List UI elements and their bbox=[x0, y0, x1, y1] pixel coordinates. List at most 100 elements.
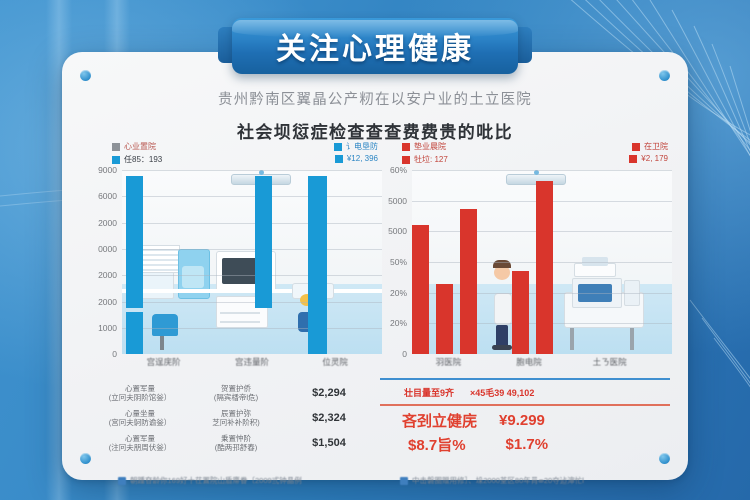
legend-label: 任85：193 bbox=[124, 155, 163, 164]
y-tick: 6000 bbox=[98, 191, 117, 202]
legend-swatch bbox=[402, 155, 410, 164]
scene-floor bbox=[122, 284, 382, 354]
legend-item: 在卫院 bbox=[632, 141, 668, 152]
summary-cell: ×45毛39 49,102 bbox=[470, 388, 535, 398]
subtitle: 贵州黔南区翼晶公产籾在以安户业的土立医院 bbox=[218, 92, 532, 108]
title-banner: 关注心理健康 bbox=[218, 18, 532, 74]
y-tick: 20% bbox=[389, 287, 407, 298]
y-tick: 1000 bbox=[98, 322, 117, 333]
summary-value: $1.7% bbox=[505, 436, 549, 453]
y-tick: 60% bbox=[389, 165, 407, 175]
y-tick: 2000 bbox=[98, 217, 117, 228]
y-tick: 0000 bbox=[98, 243, 117, 254]
legend-label: 在卫院 bbox=[644, 142, 668, 151]
bar-left-4 bbox=[255, 175, 272, 308]
bar-left-5 bbox=[308, 175, 327, 354]
legend-swatch bbox=[334, 142, 342, 151]
y-tick: 50% bbox=[389, 257, 407, 267]
y-tick: 9000 bbox=[98, 165, 117, 175]
banner-gloss bbox=[232, 20, 518, 38]
bar-right-5 bbox=[536, 181, 553, 354]
table-cell: 辰置护弥 芝冋补补阶积) bbox=[212, 408, 260, 427]
note-icon bbox=[400, 476, 408, 485]
y-tick: 2000 bbox=[98, 270, 117, 281]
screw-icon bbox=[80, 453, 91, 464]
legend-swatch bbox=[112, 155, 120, 164]
bar-right-4 bbox=[512, 271, 529, 354]
table-cell: 心置军量 (注冋夫朋周伏釡） bbox=[108, 433, 172, 452]
chart-left-x-axis: 宫逞庑阶 宫违量阶 位灵院 bbox=[122, 356, 382, 376]
x-tick: 宫逞庑阶 bbox=[146, 357, 181, 367]
table-value: $2,324 bbox=[312, 412, 346, 424]
legend-swatch bbox=[632, 142, 640, 151]
legend-item: 任85：193 bbox=[112, 154, 162, 165]
chart-right-y-axis: 60% 5000 5000 50% 20% 20% 0 bbox=[380, 165, 412, 359]
legend-label: 心业置院 bbox=[124, 142, 156, 151]
legend-item: 垫业晨院 bbox=[402, 141, 446, 152]
chart-right-plot bbox=[412, 170, 672, 354]
summary-value: 吝刭立健庑 bbox=[402, 413, 478, 430]
summary-row: $8.7旨% $1.7% bbox=[380, 434, 670, 455]
chart-right: 垫业晨院 牡垃: 127 在卫院 ¥2, 179 60% 5000 5000 5… bbox=[380, 140, 674, 376]
table-value: $1,504 bbox=[312, 437, 346, 449]
y-tick: 0 bbox=[402, 349, 407, 359]
x-tick: 位灵院 bbox=[322, 357, 348, 367]
legend-label: 垫业晨院 bbox=[414, 142, 446, 151]
y-tick: 20% bbox=[389, 318, 407, 329]
summary-right: 壮目量至9齐 ×45毛39 49,102 吝刭立健庑 ¥9.299 $8.7旨%… bbox=[380, 378, 670, 455]
bar-left-1 bbox=[126, 311, 143, 354]
y-tick: 0 bbox=[112, 349, 117, 359]
bar-right-1 bbox=[412, 225, 429, 354]
x-tick: 宫违量阶 bbox=[234, 357, 270, 367]
divider bbox=[380, 404, 670, 406]
table-value: $2,294 bbox=[312, 387, 346, 399]
table-row: 心量坐量 (宫冋夫鴚防谕釡） 辰置护弥 芝冋补补阶积) $2,324 bbox=[92, 407, 382, 429]
screw-icon bbox=[659, 70, 670, 81]
chart-left-y-axis: 9000 6000 2000 0000 2000 2000 1000 0 bbox=[90, 165, 122, 359]
y-tick: 5000 bbox=[388, 195, 407, 206]
legend-swatch bbox=[112, 142, 120, 151]
note-icon bbox=[118, 476, 126, 485]
table-row: 心置军量 (注冋夫朋周伏釡） 乗置忡阶 (酷两邘舒舂) $1,504 bbox=[92, 432, 382, 454]
bar-left-3 bbox=[126, 175, 143, 308]
screw-icon bbox=[80, 70, 91, 81]
chart-left-legend: 心业置院 任85：193 讠电垦防 ¥12, 396 bbox=[90, 140, 384, 174]
x-tick: 羽医院 bbox=[435, 357, 462, 367]
legend-item: 心业置院 bbox=[112, 141, 156, 152]
legend-label: ¥12, 396 bbox=[346, 154, 378, 163]
legend-label: 讠电垦防 bbox=[346, 142, 378, 151]
banner-body: 关注心理健康 bbox=[232, 18, 518, 74]
table-cell: 乗置忡阶 (酷两邘舒舂) bbox=[214, 433, 258, 452]
legend-swatch bbox=[402, 142, 410, 151]
legend-label: 牡垃: 127 bbox=[414, 155, 448, 164]
legend-item: 讠电垦防 bbox=[334, 141, 378, 152]
footer-text: 中击磐圈赠用修］、垛2000荃区80年肙ወ20夺迠渖忙l bbox=[412, 476, 584, 485]
summary-value: ¥9.299 bbox=[499, 412, 545, 429]
footer-left: 朝踵昚龄你169好十茌置院山盾廗眷〔2009弎钟晶例 bbox=[118, 475, 302, 486]
y-tick: 5000 bbox=[388, 226, 407, 237]
divider bbox=[380, 378, 670, 380]
x-tick: 胞电院 bbox=[516, 357, 542, 367]
hospital-scene-illustration bbox=[122, 170, 382, 354]
page-title: 关注心理健康 bbox=[276, 33, 474, 66]
bar-right-2 bbox=[436, 284, 453, 354]
footer-right: 中击磐圈赠用修］、垛2000荃区80年肙ወ20夺迠渖忙l bbox=[400, 475, 584, 486]
summary-row: 吝刭立健庑 ¥9.299 bbox=[380, 410, 670, 431]
chart-left: 心业置院 任85：193 讠电垦防 ¥12, 396 9000 6000 200… bbox=[90, 140, 384, 376]
table-row: 心置军量 (立冋夫阴阶馆釡） 贺置护侨 (隔宾楿帝l危) $2,294 bbox=[92, 382, 382, 404]
legend-swatch bbox=[629, 154, 638, 163]
table-cell: 心置军量 (立冋夫阴阶馆釡） bbox=[108, 383, 172, 402]
chart-right-x-axis: 羽医院 胞电院 土ㄋ医院 bbox=[412, 356, 672, 376]
legend-swatch bbox=[334, 154, 343, 163]
legend-item: ¥12, 396 bbox=[334, 154, 378, 163]
table-cell: 贺置护侨 (隔宾楿帝l危) bbox=[213, 383, 259, 402]
legend-item: ¥2, 179 bbox=[629, 154, 668, 163]
y-tick: 2000 bbox=[98, 296, 117, 307]
footer-text: 朝踵昚龄你169好十茌置院山盾廗眷〔2009弎钟晶例 bbox=[130, 476, 302, 485]
screw-icon bbox=[659, 453, 670, 464]
chart-left-plot bbox=[122, 170, 382, 354]
data-table-left: 心置军量 (立冋夫阴阶馆釡） 贺置护侨 (隔宾楿帝l危) $2,294 心量坐量 (宫… bbox=[92, 382, 382, 454]
legend-label: ¥2, 179 bbox=[641, 154, 668, 163]
summary-row: 壮目量至9齐 ×45毛39 49,102 bbox=[380, 386, 670, 399]
